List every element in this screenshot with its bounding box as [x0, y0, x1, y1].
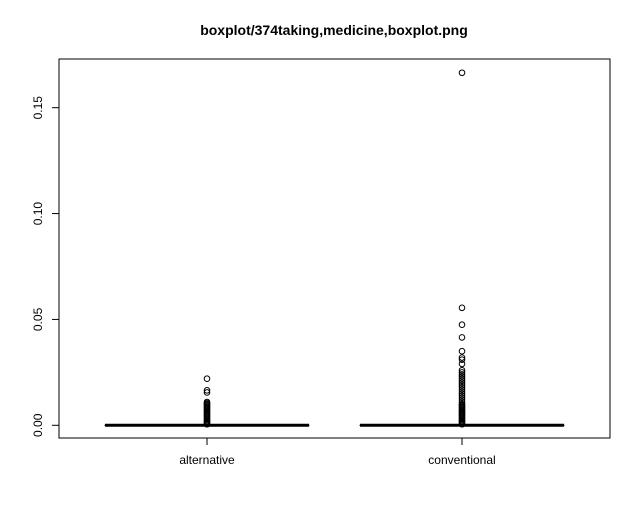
outlier-point [203, 387, 211, 394]
outlier-point [458, 334, 466, 341]
outlier-point [458, 398, 466, 406]
outlier-point [458, 366, 466, 374]
x-tick-label: conventional [428, 453, 495, 467]
outlier-point [458, 373, 466, 380]
outlier-point [203, 375, 211, 383]
outlier-point [458, 371, 466, 378]
outlier-point [458, 394, 466, 402]
outlier-point [458, 347, 466, 355]
x-tick-label: alternative [179, 453, 235, 467]
outlier-point [458, 375, 466, 383]
outlier-point [458, 304, 466, 312]
y-tick-label: 0.15 [31, 96, 45, 120]
outlier-point [458, 381, 466, 389]
plot-frame [58, 58, 611, 439]
chart-title: boxplot/374taking,medicine,boxplot.png [200, 22, 468, 38]
outlier-point [458, 377, 466, 385]
x-axis: alternative conventional [179, 437, 496, 467]
outlier-point [458, 69, 466, 77]
outlier-point [458, 369, 466, 376]
outlier-point [203, 398, 211, 406]
y-tick-label: 0.00 [31, 413, 45, 437]
outlier-point [458, 360, 466, 368]
outlier-point [458, 383, 466, 391]
outlier-point [203, 389, 211, 396]
outlier-point [458, 388, 466, 395]
outlier-point [458, 354, 466, 361]
outlier-point [458, 400, 466, 408]
outlier-point [458, 392, 466, 399]
outlier-point [458, 356, 466, 363]
outlier-point [458, 396, 466, 404]
outlier-point [458, 386, 466, 393]
y-tick-label: 0.10 [31, 202, 45, 226]
outlier-point [458, 321, 466, 329]
outlier-point [458, 390, 466, 397]
boxes [104, 69, 565, 428]
y-tick-label: 0.05 [31, 307, 45, 331]
y-axis: 0.00 0.05 0.10 0.15 [31, 96, 60, 437]
outlier-point [458, 379, 466, 387]
